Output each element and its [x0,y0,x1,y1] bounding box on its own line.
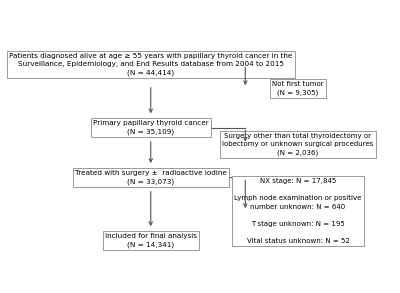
Text: Patients diagnosed alive at age ≥ 55 years with papillary thyroid cancer in the
: Patients diagnosed alive at age ≥ 55 yea… [9,53,292,76]
Text: Treated with surgery ±  radioactive iodine
(N = 33,073): Treated with surgery ± radioactive iodin… [75,170,227,185]
Text: NX stage: N = 17,845

Lymph node examination or positive
number unknown: N = 640: NX stage: N = 17,845 Lymph node examinat… [234,178,362,244]
Text: Surgery other than total thyroidectomy or
lobectomy or unknown surgical procedur: Surgery other than total thyroidectomy o… [222,133,374,156]
Text: Primary papillary thyroid cancer
(N = 35,109): Primary papillary thyroid cancer (N = 35… [93,120,209,135]
Text: Not first tumor
(N = 9,305): Not first tumor (N = 9,305) [272,81,324,96]
Text: Included for final analysis
(N = 14,341): Included for final analysis (N = 14,341) [105,233,197,248]
